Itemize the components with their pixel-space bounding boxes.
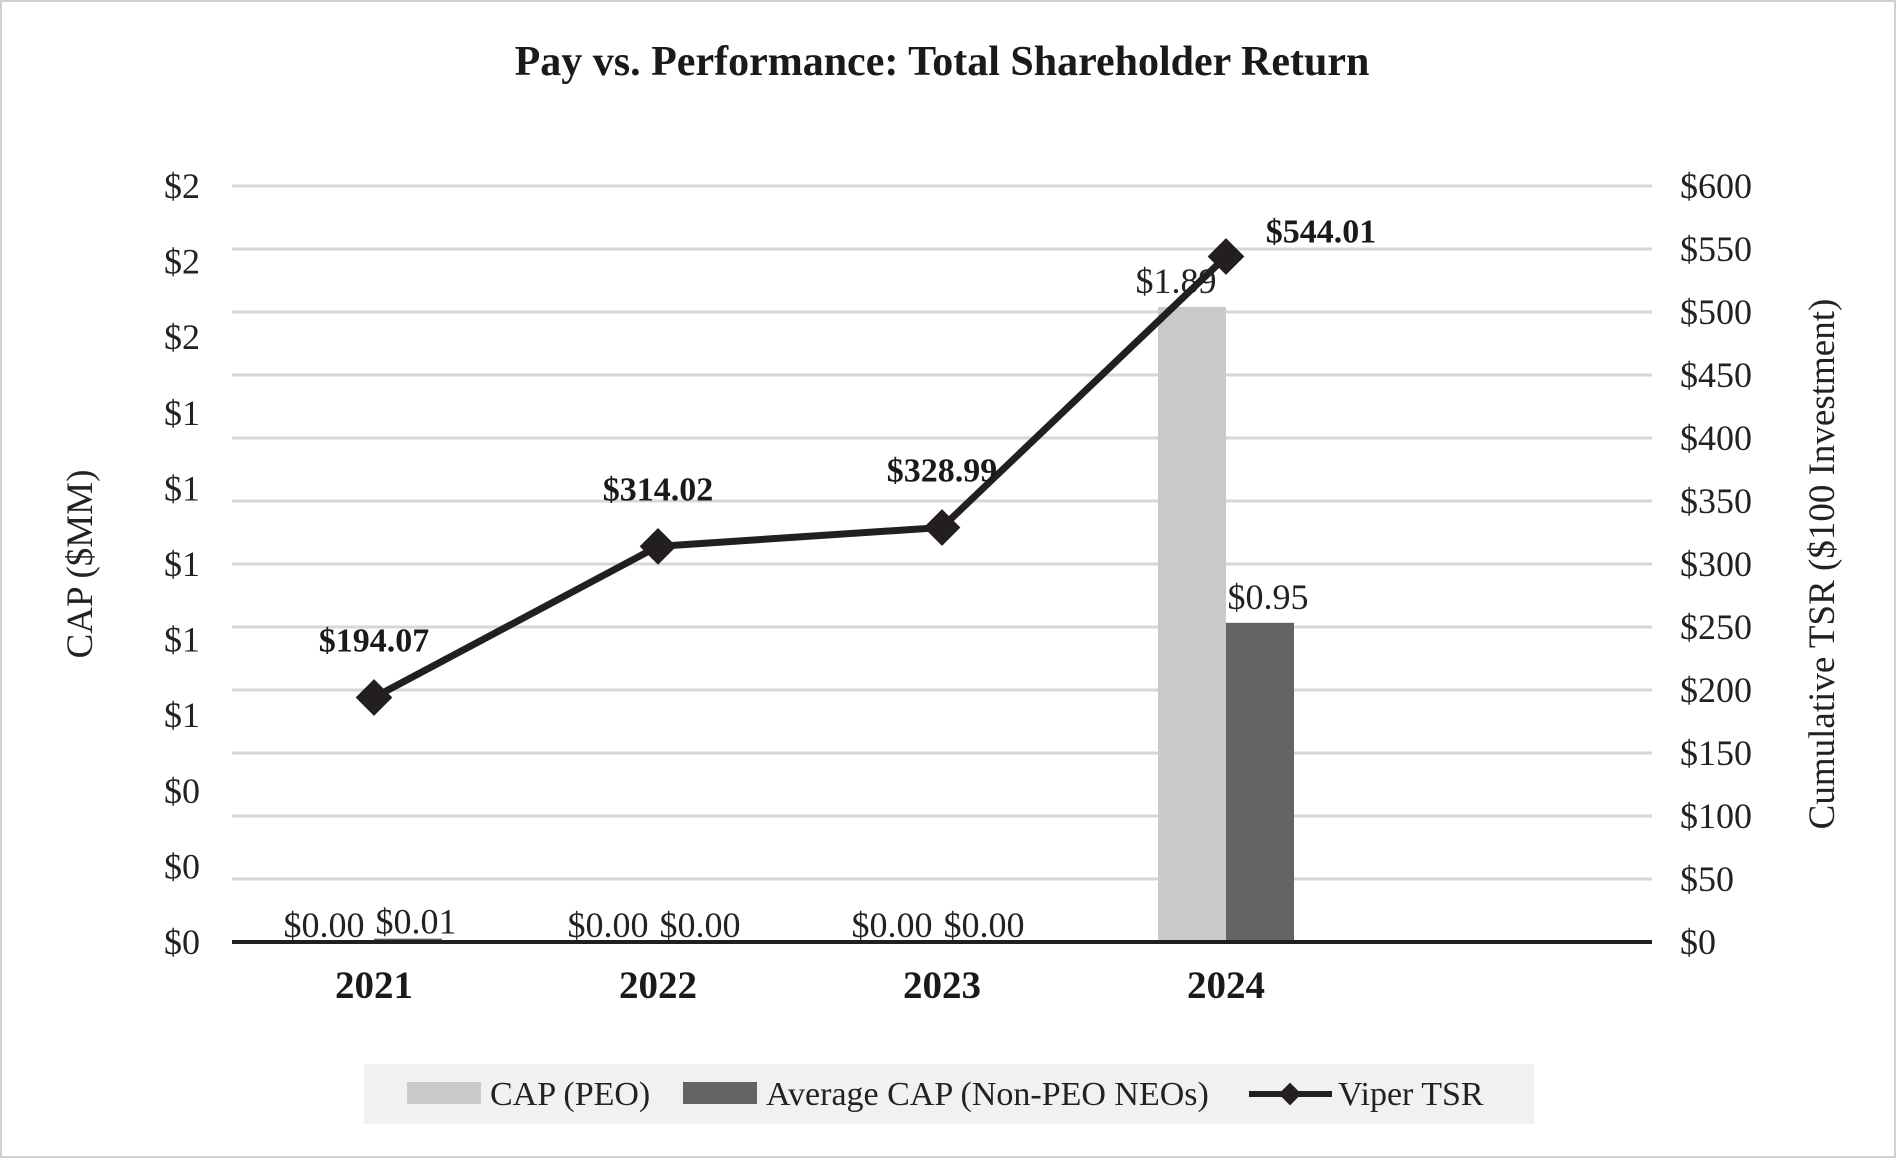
bar-label-cap-peo: $1.89 <box>1136 261 1217 301</box>
tsr-line-layer <box>355 238 1245 716</box>
y-tick-left: $0 <box>164 771 200 811</box>
bar-label-cap-peo: $0.00 <box>568 905 649 945</box>
gridlines <box>232 184 1652 881</box>
y-tick-left: $1 <box>164 468 200 508</box>
tsr-label: $194.07 <box>319 622 430 659</box>
legend-swatch-average-cap <box>683 1082 757 1104</box>
legend: CAP (PEO) Average CAP (Non-PEO NEOs) Vip… <box>364 1064 1534 1124</box>
bar-label-cap-peo: $0.00 <box>852 905 933 945</box>
y-tick-left: $0 <box>164 846 200 886</box>
bar-cap-peo <box>1158 306 1226 943</box>
y-tick-left: $2 <box>164 317 200 357</box>
legend-label-average-cap: Average CAP (Non-PEO NEOs) <box>766 1076 1209 1113</box>
bar-label-average-cap: $0.01 <box>376 902 457 942</box>
y-tick-left: $1 <box>164 620 200 660</box>
tsr-label: $544.01 <box>1266 214 1377 251</box>
x-tick-label: 2023 <box>903 964 981 1007</box>
axes: $0 $50 $100 $150 $200 $250 $300 $350 $400 $450 $50… <box>164 166 1752 1007</box>
tsr-marker <box>355 679 393 716</box>
legend-swatch-cap-peo <box>407 1082 481 1104</box>
y-tick-right: $250 <box>1680 607 1752 647</box>
y-tick-left: $1 <box>164 393 200 433</box>
bar-label-average-cap: $0.00 <box>660 905 741 945</box>
y-tick-right: $0 <box>1680 922 1716 962</box>
legend-label-cap-peo: CAP (PEO) <box>490 1076 650 1113</box>
y-tick-right: $600 <box>1680 166 1752 206</box>
bar-label-cap-peo: $0.00 <box>284 905 365 945</box>
y-axis-left-title: CAP ($MM) <box>60 470 101 659</box>
legend-label-tsr: Viper TSR <box>1338 1076 1484 1113</box>
y-tick-right: $100 <box>1680 796 1752 836</box>
bar-average-cap <box>1226 622 1294 942</box>
x-tick-label: 2021 <box>335 964 413 1007</box>
legend-background <box>364 1064 1534 1124</box>
y-tick-right: $450 <box>1680 355 1752 395</box>
bar-label-average-cap: $0.00 <box>944 905 1025 945</box>
y-tick-right: $400 <box>1680 418 1752 458</box>
chart-title: Pay vs. Performance: Total Shareholder R… <box>515 39 1370 85</box>
y-tick-right: $200 <box>1680 670 1752 710</box>
tsr-label: $314.02 <box>603 471 714 508</box>
y-tick-left: $1 <box>164 544 200 584</box>
x-tick-label: 2024 <box>1187 964 1265 1007</box>
data-labels: $0.00 $0.01 $0.00 $0.00 $0.00 $0.00 $1.89 $0.95… <box>284 214 1377 945</box>
bar-label-average-cap: $0.95 <box>1228 577 1309 617</box>
tsr-line <box>372 254 1229 701</box>
y-tick-right: $150 <box>1680 733 1752 773</box>
y-tick-left: $0 <box>164 922 200 962</box>
legend-swatch-tsr-marker <box>1278 1082 1302 1106</box>
y-tick-left: $1 <box>164 695 200 735</box>
tsr-label: $328.99 <box>887 452 998 489</box>
tsr-marker <box>1207 238 1245 275</box>
x-tick-label: 2022 <box>619 964 697 1007</box>
y-tick-right: $50 <box>1680 859 1734 899</box>
y-tick-left: $2 <box>164 166 200 206</box>
y-tick-right: $550 <box>1680 229 1752 269</box>
y-tick-left: $2 <box>164 242 200 282</box>
y-tick-right: $500 <box>1680 292 1752 332</box>
tsr-marker <box>639 527 677 565</box>
y-tick-right: $300 <box>1680 544 1752 584</box>
y-tick-right: $350 <box>1680 481 1752 521</box>
tsr-marker <box>923 509 961 546</box>
y-axis-right-title: Cumulative TSR ($100 Investment) <box>1802 299 1843 830</box>
bars <box>374 306 1294 943</box>
